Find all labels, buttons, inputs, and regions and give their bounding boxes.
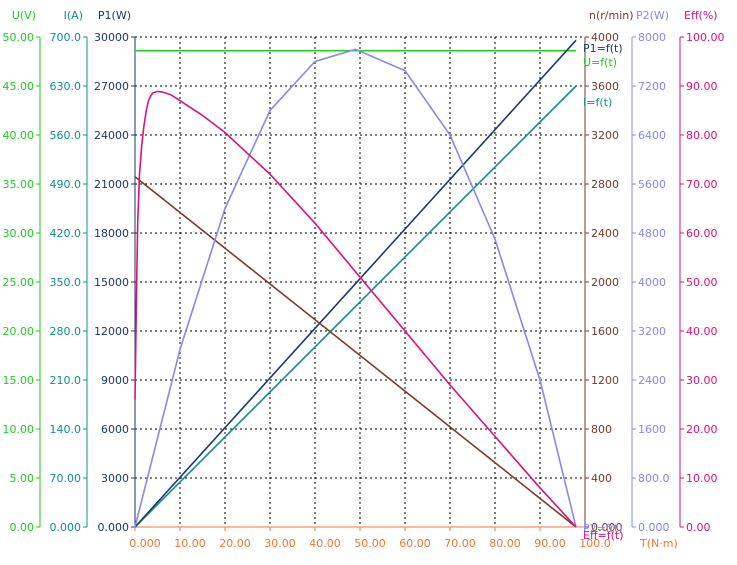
series-end-label: I=f(t) [583,96,612,109]
series-line-n [134,176,577,528]
series-line-I [134,85,577,528]
tick-label-P2: 800.0 [638,472,670,485]
tick-label-P1: 3000 [101,472,129,485]
tick-label-U: 35.00 [3,178,35,191]
tick-label-n: 2000 [591,276,619,289]
series-line-P2 [134,48,577,528]
series-end-label: Eff=f(t) [583,529,624,542]
x-tick-label: 0.000 [129,537,161,550]
tick-label-I: 210.0 [50,374,82,387]
series-end-label: U=f(t) [583,56,617,69]
tick-label-Eff: 70.00 [686,178,718,191]
tick-label-n: 3200 [591,129,619,142]
series-end-label: P2=f(t) [583,522,623,535]
x-tick-label: 50.00 [354,537,386,550]
tick-label-Eff: 40.00 [686,325,718,338]
series-line-Eff [134,90,577,528]
tick-label-U: 45.00 [3,80,35,93]
x-tick-label: 70.00 [444,537,476,550]
tick-label-Eff: 80.00 [686,129,718,142]
tick-label-Eff: 30.00 [686,374,718,387]
axis-title-P2: P2(W) [636,9,669,22]
tick-label-P1: 18000 [94,227,129,240]
tick-label-I: 700.0 [50,31,82,44]
end-labels: P1=f(t)U=f(t) I=f(t) P2=f(t)Eff=f(t) [583,42,624,542]
tick-label-P1: 0.000 [98,521,130,534]
x-tick-label: 90.00 [534,537,566,550]
axis-title-I: I(A) [64,9,83,22]
tick-label-n: 4000 [591,31,619,44]
tick-label-Eff: 100.00 [686,31,725,44]
tick-label-n: 3600 [591,80,619,93]
tick-label-n: 800 [591,423,612,436]
tick-label-P1: 15000 [94,276,129,289]
tick-label-n: 2400 [591,227,619,240]
tick-label-Eff: 90.00 [686,80,718,93]
tick-label-P1: 12000 [94,325,129,338]
tick-label-n: 400 [591,472,612,485]
tick-label-I: 630.0 [50,80,82,93]
x-tick-label: 80.00 [489,537,521,550]
tick-label-n: 2800 [591,178,619,191]
tick-label-P2: 8000 [638,31,666,44]
tick-label-Eff: 50.00 [686,276,718,289]
tick-label-P2: 6400 [638,129,666,142]
x-tick-label: 20.00 [219,537,251,550]
tick-label-U: 0.00 [10,521,35,534]
tick-label-U: 50.00 [3,31,35,44]
tick-label-U: 20.00 [3,325,35,338]
tick-label-I: 0.000 [50,521,82,534]
axis-title-U: U(V) [12,9,36,22]
tick-label-P2: 4800 [638,227,666,240]
tick-label-P2: 4000 [638,276,666,289]
series [134,39,577,528]
tick-label-P1: 21000 [94,178,129,191]
tick-label-U: 15.00 [3,374,35,387]
x-tick-label: 100.0 [579,537,611,550]
tick-label-I: 280.0 [50,325,82,338]
tick-label-P1: 24000 [94,129,129,142]
tick-label-P1: 9000 [101,374,129,387]
x-axis-title: T(N·m) [639,537,678,550]
series-end-label: P1=f(t) [583,42,623,55]
tick-label-n: 0.000 [591,521,623,534]
axis-title-P1: P1(W) [98,9,131,22]
tick-label-P2: 3200 [638,325,666,338]
x-tick-label: 40.00 [309,537,341,550]
tick-label-Eff: 60.00 [686,227,718,240]
tick-label-n: 1200 [591,374,619,387]
tick-label-U: 25.00 [3,276,35,289]
tick-label-n: 1600 [591,325,619,338]
tick-label-P2: 1600 [638,423,666,436]
tick-label-I: 350.0 [50,276,82,289]
tick-label-P1: 27000 [94,80,129,93]
tick-label-P2: 5600 [638,178,666,191]
tick-label-I: 70.00 [50,472,82,485]
tick-label-U: 30.00 [3,227,35,240]
axis-title-Eff: Eff(%) [684,9,718,22]
tick-label-I: 560.0 [50,129,82,142]
tick-label-P2: 2400 [638,374,666,387]
x-tick-label: 60.00 [399,537,431,550]
tick-label-P1: 30000 [94,31,129,44]
tick-label-U: 40.00 [3,129,35,142]
x-tick-label: 10.00 [174,537,206,550]
x-tick-label: 30.00 [264,537,296,550]
tick-label-I: 490.0 [50,178,82,191]
tick-label-U: 5.00 [10,472,35,485]
axes: 0.00 5.00 10.00 15.00 20.00 25.00 30.00 35.00 40… [3,9,725,550]
tick-label-P2: 0.000 [638,521,670,534]
axis-title-n: n(r/min) [589,9,634,22]
tick-label-Eff: 10.00 [686,472,718,485]
tick-label-I: 140.0 [50,423,82,436]
tick-label-I: 420.0 [50,227,82,240]
series-line-P1 [134,39,577,528]
tick-label-Eff: 0.00 [686,521,711,534]
tick-label-P2: 7200 [638,80,666,93]
tick-label-P1: 6000 [101,423,129,436]
tick-label-Eff: 20.00 [686,423,718,436]
tick-label-U: 10.00 [3,423,35,436]
